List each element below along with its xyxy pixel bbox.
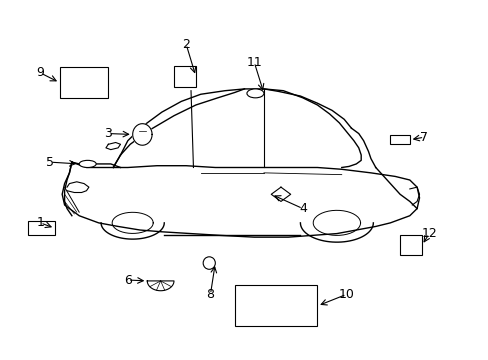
Text: 8: 8 (206, 288, 214, 301)
Text: 3: 3 (104, 127, 112, 140)
Polygon shape (147, 281, 174, 291)
Bar (60, 67, 108, 98)
Bar (174, 66, 196, 87)
Text: 6: 6 (123, 274, 131, 287)
Bar (399, 235, 421, 255)
Text: 1: 1 (36, 216, 44, 229)
Text: 10: 10 (338, 288, 354, 301)
Bar (28, 221, 55, 235)
Text: 9: 9 (36, 66, 44, 79)
Text: 2: 2 (182, 38, 190, 51)
Text: 5: 5 (46, 156, 54, 168)
Polygon shape (132, 124, 152, 145)
Text: 7: 7 (420, 131, 427, 144)
Text: 12: 12 (421, 227, 436, 240)
Bar (389, 135, 409, 144)
Ellipse shape (246, 89, 264, 98)
Ellipse shape (79, 160, 96, 167)
Ellipse shape (203, 257, 215, 269)
Text: 4: 4 (298, 202, 306, 215)
Bar (234, 285, 317, 327)
Text: 11: 11 (246, 55, 262, 69)
